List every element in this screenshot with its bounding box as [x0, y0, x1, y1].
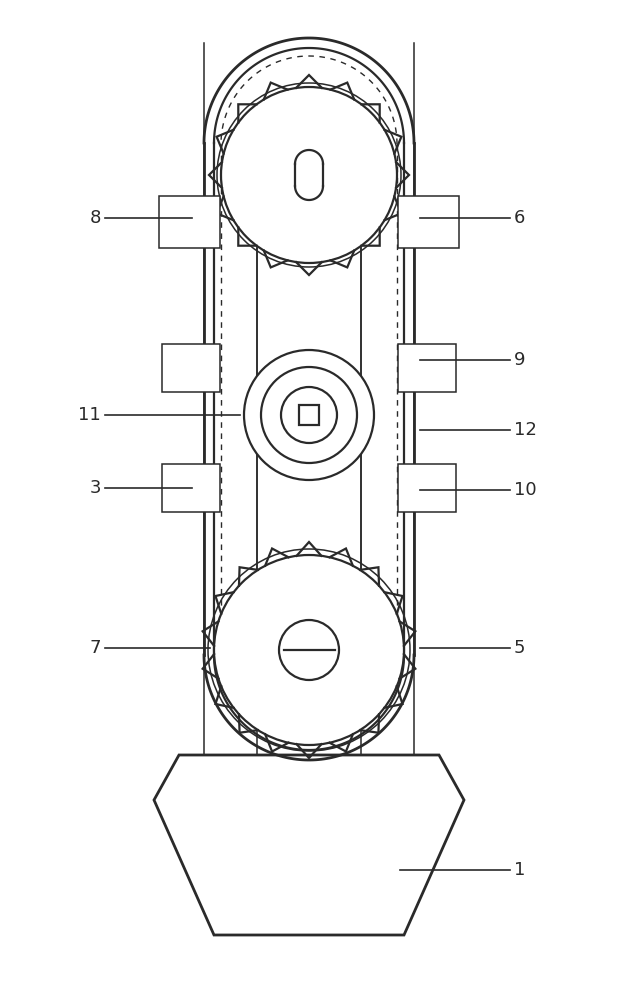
Polygon shape — [154, 755, 464, 935]
Bar — [398, 344, 456, 392]
Circle shape — [281, 387, 337, 443]
Bar — [398, 464, 456, 512]
Bar — [162, 464, 220, 512]
Text: 7: 7 — [90, 639, 101, 657]
Text: 11: 11 — [78, 406, 101, 424]
Circle shape — [221, 87, 397, 263]
Circle shape — [261, 367, 357, 463]
Circle shape — [214, 555, 404, 745]
Text: 3: 3 — [90, 479, 101, 497]
Text: 5: 5 — [514, 639, 525, 657]
Circle shape — [244, 350, 374, 480]
Text: 6: 6 — [514, 209, 525, 227]
Text: 12: 12 — [514, 421, 537, 439]
Bar — [159, 196, 220, 248]
Polygon shape — [295, 164, 323, 186]
Circle shape — [279, 620, 339, 680]
Bar — [398, 196, 459, 248]
Text: 1: 1 — [514, 861, 525, 879]
Text: 10: 10 — [514, 481, 536, 499]
Text: 8: 8 — [90, 209, 101, 227]
Bar — [299, 405, 319, 425]
Text: 9: 9 — [514, 351, 525, 369]
Bar — [162, 344, 220, 392]
